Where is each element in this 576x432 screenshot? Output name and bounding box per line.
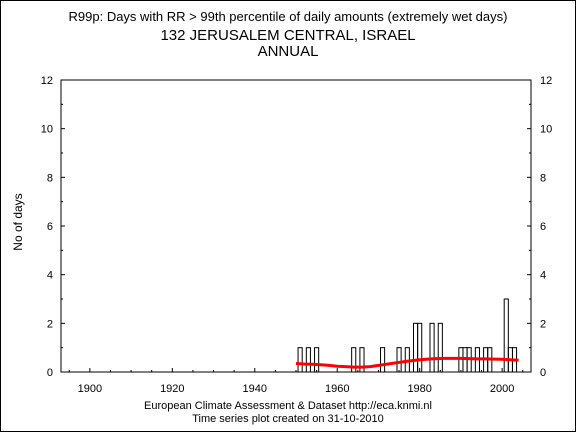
y-tick-label-right: 12 (540, 75, 552, 87)
bar (503, 298, 509, 373)
y-tick-label-left: 0 (47, 367, 53, 379)
y-tick-label-left: 4 (47, 270, 53, 282)
station-name: 132 JERUSALEM CENTRAL, ISRAEL (160, 27, 416, 44)
period-label: ANNUAL (257, 43, 319, 60)
bar (417, 322, 423, 373)
x-tick-label: 2000 (490, 383, 514, 395)
bar (351, 347, 357, 373)
footer-source: European Climate Assessment & Dataset ht… (144, 400, 432, 412)
y-tick-label-right: 4 (540, 270, 546, 282)
y-tick-label-right: 0 (540, 367, 546, 379)
y-tick-label-left: 12 (41, 75, 53, 87)
bar (380, 347, 386, 373)
chart-title: R99p: Days with RR > 99th percentile of … (68, 9, 508, 24)
trend-line (295, 356, 519, 369)
bar (305, 347, 311, 373)
y-tick-label-right: 2 (540, 318, 546, 330)
bar (297, 347, 303, 373)
y-tick-label-left: 6 (47, 221, 53, 233)
x-tick-label: 1960 (325, 383, 349, 395)
y-tick-label-right: 10 (540, 124, 552, 136)
y-tick-label-left: 10 (41, 124, 53, 136)
y-tick-label-right: 8 (540, 172, 546, 184)
bar (359, 347, 365, 373)
axis-ticks: 0 0 2 2 4 4 6 6 8 8 10 10 12 12 1900 1920 1940 1960 1980 20… (41, 75, 553, 395)
bar (314, 347, 320, 373)
x-tick-label: 1940 (243, 383, 267, 395)
bar (396, 347, 402, 373)
bar (429, 322, 435, 373)
trend-series (295, 356, 519, 369)
y-tick-label-left: 2 (47, 318, 53, 330)
x-tick-label: 1980 (407, 383, 431, 395)
x-tick-label: 1920 (160, 383, 184, 395)
x-tick-label: 1900 (78, 383, 102, 395)
plot-area (60, 79, 532, 373)
y-tick-label-left: 8 (47, 172, 53, 184)
y-tick-label-right: 6 (540, 221, 546, 233)
footer-created: Time series plot created on 31-10-2010 (192, 413, 384, 425)
bar (437, 322, 443, 373)
